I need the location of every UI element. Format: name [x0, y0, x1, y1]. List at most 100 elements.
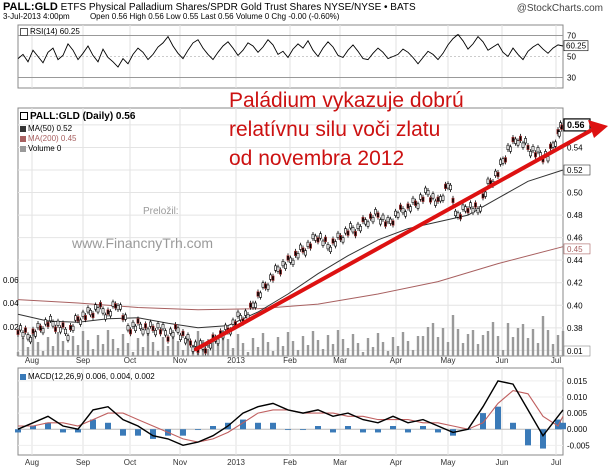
- price-candle-body: [204, 348, 207, 354]
- volume-bar: [266, 342, 270, 356]
- price-candle-body: [531, 146, 535, 152]
- macd-histogram-bar: [270, 422, 276, 430]
- price-candle-body: [366, 221, 370, 227]
- macd-histogram-bar: [45, 422, 51, 430]
- price-candle-body: [436, 196, 440, 202]
- price-candle-body: [49, 315, 52, 322]
- price-candle-body: [46, 321, 50, 327]
- macd-histogram-bar: [240, 419, 246, 430]
- volume-bar: [251, 338, 255, 356]
- price-candle-body: [121, 315, 125, 321]
- price-candle-body: [126, 325, 130, 331]
- volume-bar: [31, 333, 35, 356]
- price-candle-body: [181, 330, 185, 337]
- price-candle-body: [89, 310, 92, 316]
- volume-bar: [101, 344, 105, 356]
- price-candle-body: [476, 208, 480, 214]
- volume-bar: [521, 324, 525, 356]
- price-candle-body: [316, 237, 320, 243]
- volume-tick-label: 0.06: [3, 276, 19, 285]
- price-candle-body: [446, 183, 450, 189]
- volume-bar: [121, 334, 125, 356]
- price-candle-body: [499, 159, 502, 165]
- price-candle-body: [346, 230, 350, 236]
- macd-histogram-bar: [510, 422, 516, 430]
- price-candle-body: [404, 211, 407, 217]
- price-candle-body: [31, 328, 35, 334]
- price-candle-body: [424, 187, 427, 193]
- price-legend-text: PALL:GLD (Daily) 0.56: [30, 111, 136, 122]
- price-candle-body: [141, 329, 145, 335]
- volume-bar: [166, 346, 170, 356]
- macd-histogram-bar: [420, 426, 426, 430]
- price-candle-body: [271, 275, 275, 281]
- price-candle-body: [441, 195, 445, 201]
- price-candle-body: [124, 314, 127, 320]
- volume-bar: [386, 351, 390, 356]
- price-candle-body: [264, 283, 267, 289]
- price-candle-body: [19, 325, 22, 331]
- macd-tick-label: 0.010: [567, 393, 588, 402]
- price-candle-body: [69, 324, 72, 331]
- volume-bar: [246, 352, 250, 356]
- legend-swatch: [20, 27, 28, 36]
- ma50-value-label: 0.52: [567, 166, 583, 175]
- x-tick-label: Sep: [76, 458, 91, 467]
- x-tick-label: 2013: [227, 458, 245, 467]
- macd-tick-label: 0.005: [567, 409, 588, 418]
- x-tick-label: Feb: [283, 356, 297, 365]
- legend-swatch: [20, 112, 28, 121]
- price-tick-label: 0.40: [567, 301, 583, 310]
- macd-histogram-bar: [255, 422, 261, 430]
- volume-bar: [426, 327, 430, 356]
- price-legend: PALL:GLD (Daily) 0.56: [20, 111, 135, 122]
- ma200-legend: MA(200) 0.45: [20, 134, 76, 143]
- price-candle-body: [84, 315, 87, 321]
- price-candle-body: [176, 327, 180, 333]
- price-candle-body: [431, 193, 435, 199]
- price-candle-body: [54, 326, 57, 332]
- price-candle-body: [526, 144, 530, 151]
- volume-bar: [451, 315, 455, 356]
- price-candle-body: [159, 329, 162, 335]
- macd-histogram-bar: [90, 419, 96, 430]
- x-tick-label: Aug: [25, 356, 39, 365]
- annotation-line-3: od novembra 2012: [229, 147, 405, 170]
- volume-bar: [376, 333, 380, 356]
- volume-bar: [416, 336, 420, 356]
- legend-swatch: [20, 135, 26, 142]
- price-candle-body: [506, 144, 510, 151]
- price-candle-body: [251, 302, 255, 308]
- price-candle-body: [266, 284, 270, 290]
- volume-bar: [136, 338, 140, 356]
- price-candle-body: [289, 257, 292, 263]
- volume-bar: [116, 348, 120, 356]
- price-candle-body: [386, 217, 390, 223]
- price-candle-body: [189, 340, 192, 346]
- price-tick-label: 0.54: [567, 143, 583, 152]
- price-candle-body: [91, 312, 95, 318]
- x-tick-label: Apr: [390, 458, 403, 467]
- price-candle-body: [486, 178, 490, 184]
- price-candle-body: [166, 336, 170, 342]
- price-candle-body: [471, 208, 475, 214]
- rsi-tick-label: 30: [567, 74, 576, 83]
- price-candle-body: [426, 189, 430, 196]
- price-candle-body: [56, 320, 60, 326]
- price-candle-body: [299, 244, 302, 250]
- macd-histogram-bar: [330, 429, 336, 433]
- volume-bar: [61, 341, 65, 356]
- price-candle-body: [481, 193, 485, 199]
- macd-histogram-bar: [435, 429, 441, 433]
- volume-bar: [366, 338, 370, 356]
- price-candle-body: [434, 200, 437, 206]
- rsi-legend-text: RSI(14) 60.25: [30, 27, 80, 36]
- volume-bar: [236, 334, 240, 356]
- price-candle-body: [419, 194, 422, 200]
- ma50-value-box: [563, 164, 591, 176]
- volume-bar: [256, 347, 260, 356]
- last-price-label: 0.56: [567, 120, 585, 130]
- price-candle-body: [144, 323, 147, 329]
- macd-histogram-bar: [75, 429, 81, 433]
- price-candle-body: [376, 212, 380, 218]
